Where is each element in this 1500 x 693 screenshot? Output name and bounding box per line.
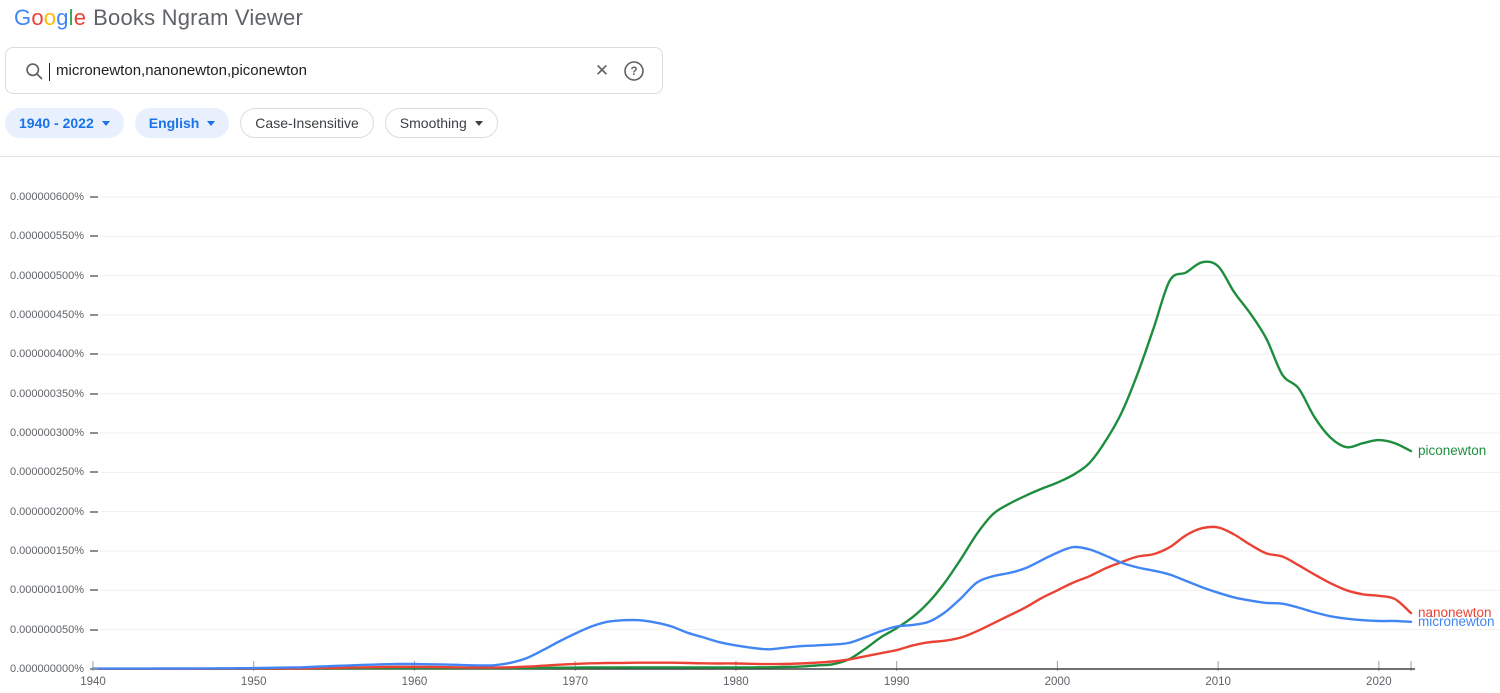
y-axis-label: 0.000000550% [9,230,84,243]
logo-letter: e [73,5,87,30]
y-axis-tick [90,196,98,198]
y-axis-tick [90,550,98,552]
y-axis-label: 0.000000350% [9,387,84,400]
y-axis-tick [90,235,98,238]
series-label-micronewton[interactable]: micronewton [1418,613,1495,629]
x-axis-label: 1980 [723,676,749,688]
chevron-down-icon [474,120,483,126]
filter-chips: 1940 - 2022 English Case-Insensitive Smo… [5,108,498,138]
y-axis-tick [90,668,98,670]
svg-text:?: ? [630,66,637,78]
series-line-micronewton[interactable] [91,545,1413,670]
help-button[interactable]: ? [618,55,650,87]
y-axis-label: 0.000000100% [9,584,84,597]
x-axis-label: 2020 [1366,676,1392,688]
y-axis-tick [90,510,98,513]
y-axis-tick [90,471,98,474]
y-axis-label: 0.000000600% [9,191,84,203]
chip-case-insensitive[interactable]: Case-Insensitive [240,108,374,138]
y-axis-tick [90,274,98,277]
x-axis-label: 1950 [240,676,267,688]
y-axis-label: 0.000000450% [9,309,84,321]
x-axis-label: 1960 [401,676,428,688]
series-line-nanonewton[interactable] [91,525,1413,671]
search-input[interactable] [56,62,586,79]
chevron-down-icon [101,120,110,126]
y-axis-label: 0.000000300% [9,427,84,439]
product-name: Books Ngram Viewer [93,5,303,30]
chip-smoothing[interactable]: Smoothing [384,108,498,138]
series-label-piconewton[interactable]: piconewton [1418,443,1487,459]
close-icon: ✕ [594,60,610,80]
header-divider [0,156,1500,157]
chevron-down-icon [207,120,216,126]
logo-letter: o [43,5,57,30]
y-axis-label: 0.000000500% [9,269,84,282]
x-axis-label: 2010 [1205,676,1231,688]
y-axis-label: 0.000000050% [9,623,84,636]
y-axis-tick [90,392,98,395]
y-axis-label: 0.000000000% [9,663,84,675]
series-line-piconewton[interactable] [91,260,1413,671]
x-axis-label: 1940 [80,676,106,688]
help-icon: ? [624,60,644,81]
y-axis-tick [90,314,98,316]
logo-letter: l [68,5,74,30]
y-axis-label: 0.000000150% [9,545,84,557]
x-axis-label: 2000 [1044,676,1071,688]
app-header: Google Books Ngram Viewer [14,5,303,35]
chip-corpus-language[interactable]: English [134,108,230,138]
google-logo[interactable]: Google [14,5,86,31]
y-axis-tick [90,628,98,631]
series-label-nanonewton[interactable]: nanonewton [1418,605,1492,621]
y-axis-label: 0.000000250% [9,466,84,479]
x-axis-label: 1970 [562,676,588,688]
y-axis-label: 0.000000200% [9,505,84,518]
logo-letter: g [56,5,69,30]
logo-letter: G [14,5,32,30]
search-icon [24,61,44,81]
logo-letter: o [31,5,44,30]
y-axis-tick [90,353,98,356]
chip-year-range[interactable]: 1940 - 2022 [5,108,124,138]
y-axis-tick [90,589,98,592]
clear-search-button[interactable]: ✕ [586,55,618,87]
search-box: ✕ ? [5,47,663,94]
text-cursor [49,63,50,81]
y-axis-label: 0.000000400% [9,348,84,361]
y-axis-tick [90,432,98,434]
x-axis-label: 1990 [883,676,910,688]
